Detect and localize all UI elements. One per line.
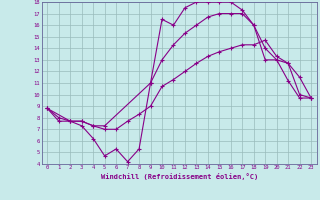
- X-axis label: Windchill (Refroidissement éolien,°C): Windchill (Refroidissement éolien,°C): [100, 173, 258, 180]
